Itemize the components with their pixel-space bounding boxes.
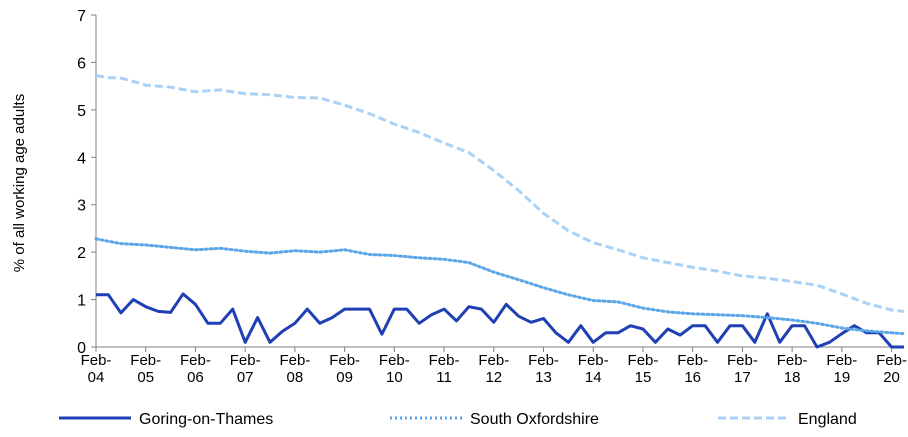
y-tick-label: 2 (77, 245, 86, 262)
x-tick-label: Feb- (230, 352, 261, 369)
x-tick-label: 19 (834, 369, 851, 386)
x-tick-label: 10 (386, 369, 403, 386)
x-tick-label: Feb- (478, 352, 509, 369)
x-tick-label: 07 (237, 369, 254, 386)
axes-layer: 01234567Feb-04Feb-05Feb-06Feb-07Feb-08Fe… (77, 8, 907, 386)
legend-label: South Oxfordshire (470, 411, 599, 428)
y-tick-label: 5 (77, 103, 86, 120)
x-tick-label: Feb- (677, 352, 708, 369)
x-tick-label: Feb- (279, 352, 310, 369)
legend: Goring-on-Thames South Oxfordshire England (59, 411, 857, 428)
x-tick-label: Feb- (628, 352, 659, 369)
x-tick-label: Feb- (777, 352, 808, 369)
x-tick-label: Feb- (826, 352, 857, 369)
x-tick-label: Feb- (180, 352, 211, 369)
series-line-3 (95, 74, 905, 313)
y-tick-label: 4 (77, 150, 86, 167)
x-tick-label: 08 (287, 369, 304, 386)
series-layer (94, 74, 906, 349)
x-tick-label: 04 (88, 369, 105, 386)
x-tick-label: 12 (485, 369, 502, 386)
x-tick-label: Feb- (81, 352, 112, 369)
y-tick-label: 1 (77, 293, 86, 310)
x-tick-label: 20 (883, 369, 900, 386)
legend-label: England (798, 411, 857, 428)
legend-label: Goring-on-Thames (139, 411, 273, 428)
x-tick-label: Feb- (876, 352, 907, 369)
series-line-2 (94, 237, 906, 336)
x-tick-label: Feb- (429, 352, 460, 369)
x-tick-label: Feb- (379, 352, 410, 369)
x-tick-label: Feb- (578, 352, 609, 369)
x-tick-label: 15 (635, 369, 652, 386)
x-tick-label: 13 (535, 369, 552, 386)
y-tick-label: 0 (77, 340, 86, 357)
x-tick-label: 09 (336, 369, 353, 386)
x-tick-label: 06 (187, 369, 204, 386)
x-tick-label: Feb- (130, 352, 161, 369)
x-tick-label: 05 (137, 369, 154, 386)
x-tick-label: Feb- (727, 352, 758, 369)
x-tick-label: 17 (734, 369, 751, 386)
x-tick-label: Feb- (329, 352, 360, 369)
y-tick-label: 6 (77, 55, 86, 72)
y-tick-label: 3 (77, 198, 86, 215)
x-tick-label: 11 (436, 369, 452, 386)
y-axis-label: % of all working age adults (11, 94, 28, 272)
x-tick-label: 16 (684, 369, 701, 386)
x-tick-label: Feb- (528, 352, 559, 369)
y-tick-label: 7 (77, 8, 86, 25)
x-tick-label: 14 (585, 369, 602, 386)
x-tick-label: 18 (784, 369, 801, 386)
